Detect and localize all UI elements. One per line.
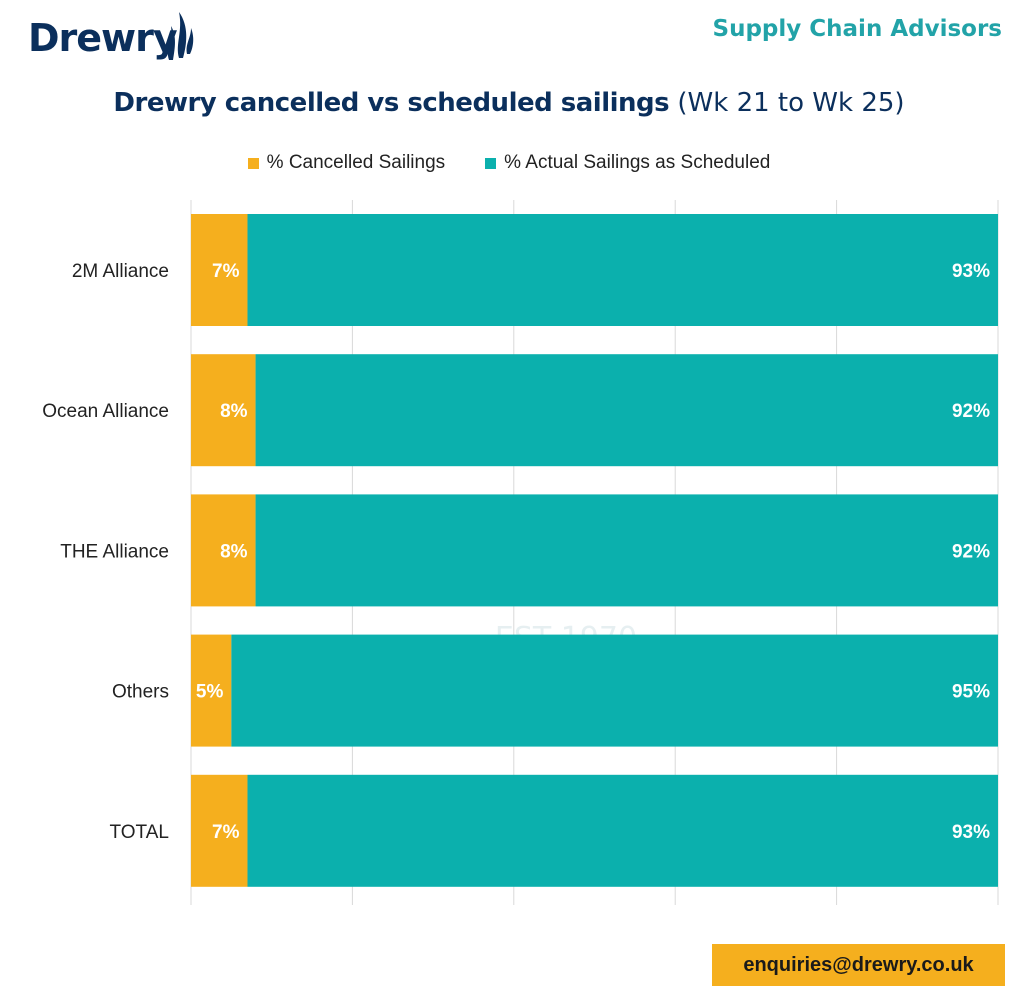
data-label-actual: 92% — [952, 401, 990, 422]
data-label-actual: 93% — [952, 261, 990, 282]
bar-actual — [247, 214, 999, 326]
flame-icon — [167, 12, 194, 60]
chart-title: Drewry cancelled vs scheduled sailings (… — [0, 88, 1018, 118]
category-label: 2M Alliance — [72, 261, 169, 282]
data-label-cancelled: 8% — [220, 401, 248, 422]
category-label: TOTAL — [110, 822, 169, 843]
bar-actual — [255, 354, 998, 467]
bar-cancelled — [191, 634, 232, 747]
data-label-actual: 95% — [952, 682, 990, 703]
data-label-cancelled: 5% — [196, 682, 224, 703]
chart-title-main: Drewry cancelled vs scheduled sailings — [113, 88, 670, 118]
bar-cancelled — [191, 354, 256, 467]
data-label-cancelled: 7% — [212, 261, 240, 282]
chart-title-sub: (Wk 21 to Wk 25) — [677, 88, 905, 118]
data-label-cancelled: 8% — [220, 541, 248, 562]
tagline: Supply Chain Advisors — [712, 16, 1002, 42]
data-label-actual: 93% — [952, 822, 990, 843]
legend-item-cancelled: % Cancelled Sailings — [247, 152, 446, 174]
category-label: Others — [112, 682, 169, 703]
category-label: Ocean Alliance — [42, 401, 169, 422]
bar-cancelled — [191, 214, 248, 326]
chart-legend: % Cancelled Sailings % Actual Sailings a… — [0, 152, 1018, 174]
bar-actual — [255, 494, 998, 607]
legend-swatch-actual — [485, 157, 497, 169]
bar-cancelled — [191, 774, 248, 887]
logo-text: Drewry — [28, 16, 178, 60]
legend-label-cancelled: % Cancelled Sailings — [266, 152, 446, 173]
legend-label-actual: % Actual Sailings as Scheduled — [504, 152, 771, 173]
data-label-actual: 92% — [952, 541, 990, 562]
bar-cancelled — [191, 494, 256, 607]
email-link[interactable]: enquiries@drewry.co.uk — [743, 953, 974, 976]
legend-item-actual: % Actual Sailings as Scheduled — [485, 152, 770, 174]
bar-actual — [247, 774, 999, 887]
email-banner[interactable]: enquiries@drewry.co.uk — [712, 944, 1005, 986]
data-label-cancelled: 7% — [212, 822, 240, 843]
category-label: THE Alliance — [60, 541, 169, 562]
legend-swatch-cancelled — [247, 157, 259, 169]
bar-actual — [231, 634, 999, 747]
